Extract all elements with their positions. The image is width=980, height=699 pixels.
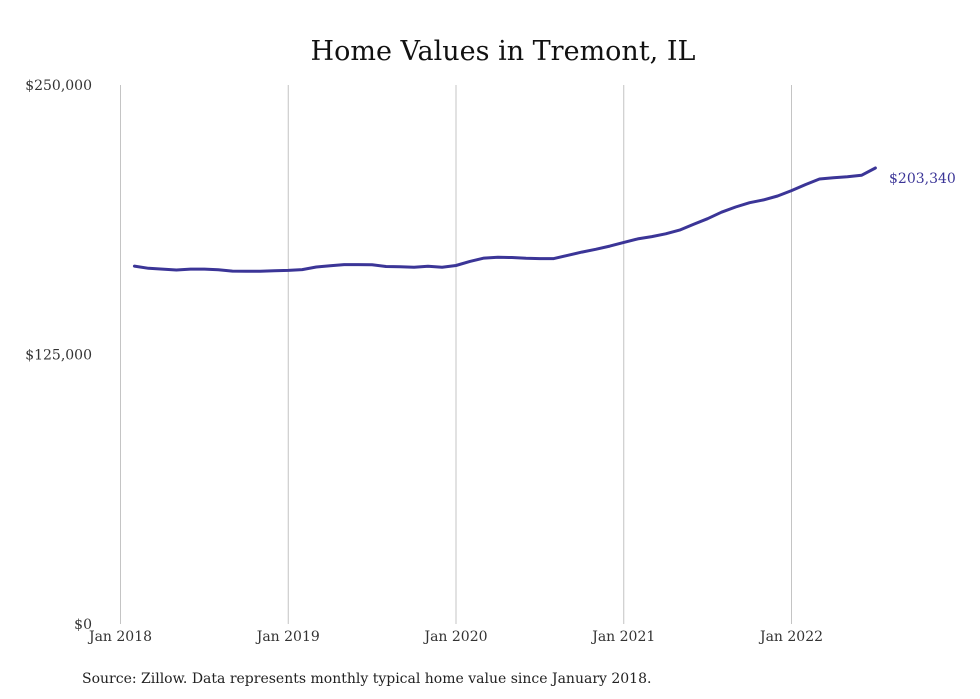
x-tick-label: Jan 2019 [255, 629, 320, 645]
x-tick-label: Jan 2021 [590, 629, 655, 645]
y-tick-label: $250,000 [25, 78, 92, 94]
y-tick-label: $125,000 [25, 348, 92, 364]
home-value-line [132, 166, 877, 273]
x-tick-label: Jan 2018 [87, 629, 152, 645]
x-axis-tick-labels: Jan 2018 Jan 2019 Jan 2020 Jan 2021 Jan 2022 [87, 629, 823, 645]
x-tick-label: Jan 2022 [758, 629, 823, 645]
source-note: Source: Zillow. Data represents monthly … [82, 671, 651, 687]
gridlines [120, 85, 792, 624]
latest-value-label: $203,340 [889, 171, 956, 187]
y-tick-label: $0 [74, 617, 92, 633]
chart-title: Home Values in Tremont, IL [311, 36, 696, 67]
x-tick-label: Jan 2020 [422, 629, 487, 645]
y-axis-tick-labels: $0 $125,000 $250,000 [25, 78, 92, 633]
